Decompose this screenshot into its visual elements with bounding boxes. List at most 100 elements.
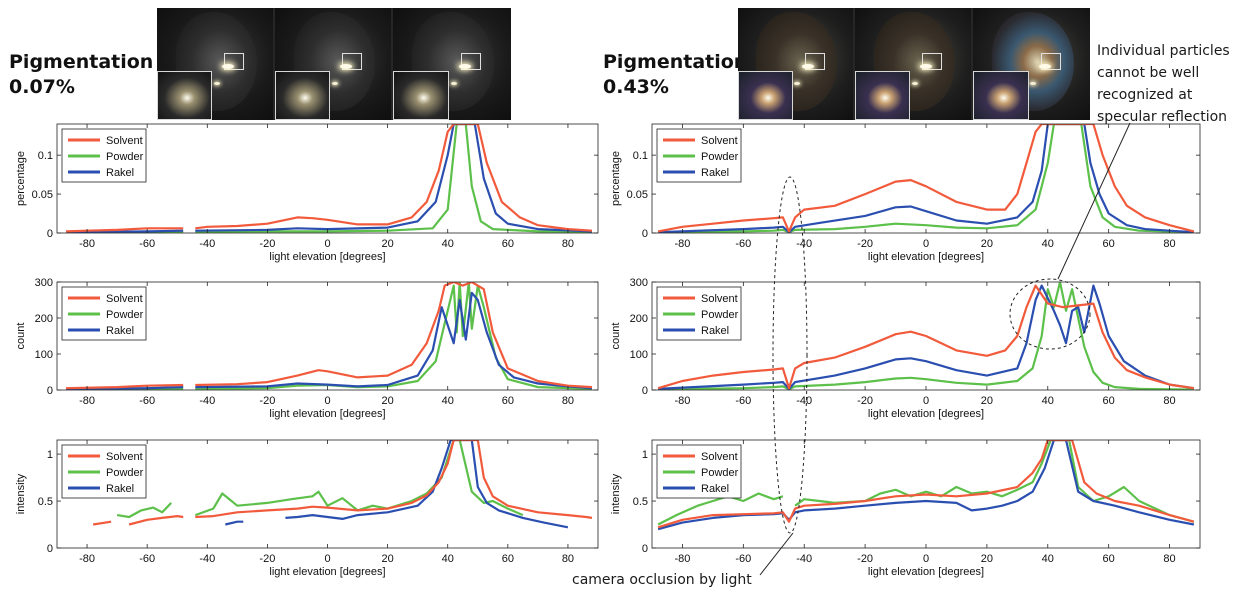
- series-line-powder: [658, 124, 1194, 233]
- y-tick-label: 200: [35, 313, 53, 325]
- x-tick-label: 40: [442, 238, 454, 250]
- chart-percentage-left: -80 -60 -40 -20 0 20 40 60 80 0 0.05 0.1 light eleva…: [15, 123, 599, 263]
- y-tick-label: 300: [35, 277, 53, 289]
- x-tick-label: 80: [562, 395, 574, 407]
- y-axis-label: percentage: [610, 151, 622, 206]
- legend-label-rakel: Rakel: [701, 325, 729, 337]
- chart-count-right: -80 -60 -40 -20 0 20 40 60 80 0 100 200 300 light ele…: [610, 277, 1201, 420]
- y-tick-label: 300: [630, 277, 648, 289]
- x-tick-label: -20: [259, 553, 275, 565]
- panel-title-left: Pigmentation 0.07%: [9, 51, 154, 98]
- series-line-rakel: [225, 440, 569, 529]
- x-tick-label: -60: [139, 238, 155, 250]
- x-tick-label: 40: [442, 553, 454, 565]
- x-tick-label: 20: [381, 395, 393, 407]
- y-tick-label: 0: [642, 228, 648, 240]
- x-tick-label: 40: [1042, 395, 1054, 407]
- x-tick-label: 0: [324, 238, 330, 250]
- x-tick-label: 60: [1103, 395, 1115, 407]
- x-axis-label: light elevation [degrees]: [269, 408, 385, 420]
- render-thumbnail: [393, 8, 511, 120]
- legend-label-powder: Powder: [701, 151, 739, 163]
- y-tick-label: 0.05: [627, 189, 648, 201]
- y-tick-label: 0: [47, 385, 53, 397]
- x-tick-label: -40: [199, 395, 215, 407]
- x-tick-label: 60: [502, 238, 514, 250]
- chart-intensity-left: -80 -60 -40 -20 0 20 40 60 80 0 0.5 1 light elevatio…: [15, 439, 599, 578]
- x-tick-label: -40: [796, 395, 812, 407]
- legend-label-rakel: Rakel: [106, 483, 134, 495]
- render-thumbnail: [275, 8, 391, 120]
- x-tick-label: -80: [674, 238, 690, 250]
- x-axis-label: light elevation [degrees]: [868, 408, 984, 420]
- x-tick-label: -20: [857, 238, 873, 250]
- y-tick-label: 0.1: [38, 150, 53, 162]
- zoom-inset: [157, 70, 213, 120]
- legend-label-rakel: Rakel: [106, 325, 134, 337]
- series-line-solvent: [657, 124, 1195, 233]
- render-thumbnail: [855, 8, 971, 120]
- occlusion-ellipse: [772, 176, 808, 534]
- x-tick-label: -60: [735, 238, 751, 250]
- y-tick-label: 200: [630, 313, 648, 325]
- x-tick-label: 60: [1103, 553, 1115, 565]
- render-thumbnail: [738, 8, 853, 120]
- y-tick-label: 0: [642, 385, 648, 397]
- x-tick-label: 60: [502, 395, 514, 407]
- x-axis-label: light elevation [degrees]: [868, 251, 984, 263]
- specular-annotation: Individual particles cannot be well reco…: [1097, 43, 1230, 125]
- x-tick-label: 80: [1163, 238, 1175, 250]
- x-tick-label: 20: [981, 553, 993, 565]
- x-tick-label: -60: [735, 553, 751, 565]
- x-tick-label: 40: [1042, 238, 1054, 250]
- x-tick-label: 20: [981, 395, 993, 407]
- y-tick-label: 100: [630, 349, 648, 361]
- y-tick-label: 0.1: [633, 150, 648, 162]
- x-tick-label: -60: [139, 395, 155, 407]
- legend-label-solvent: Solvent: [106, 293, 143, 305]
- series-line-solvent: [657, 284, 1195, 390]
- x-tick-label: -80: [79, 553, 95, 565]
- x-tick-label: -80: [79, 395, 95, 407]
- series-line-solvent: [92, 440, 593, 526]
- x-tick-label: -20: [259, 395, 275, 407]
- x-tick-label: -40: [199, 238, 215, 250]
- x-axis-label: light elevation [degrees]: [269, 566, 385, 578]
- x-axis-label: light elevation [degrees]: [269, 251, 385, 263]
- x-tick-label: 20: [381, 553, 393, 565]
- legend-label-solvent: Solvent: [701, 293, 738, 305]
- specular-ellipse: [1009, 278, 1091, 350]
- series-line-solvent: [65, 282, 593, 390]
- y-axis-label: intensity: [610, 473, 622, 514]
- occlusion-pointer: [759, 532, 794, 576]
- x-tick-label: 60: [1103, 238, 1115, 250]
- series-line-solvent: [657, 440, 1195, 529]
- series-line-powder: [658, 282, 1194, 390]
- legend-label-powder: Powder: [106, 151, 144, 163]
- x-tick-label: 0: [324, 553, 330, 565]
- render-thumbnails-right: [738, 8, 1090, 120]
- x-tick-label: 60: [502, 553, 514, 565]
- y-axis-label: intensity: [15, 473, 27, 514]
- x-tick-label: -40: [796, 553, 812, 565]
- panel-title-right: Pigmentation 0.43%: [603, 51, 748, 98]
- x-tick-label: 20: [381, 238, 393, 250]
- y-tick-label: 0: [642, 543, 648, 555]
- legend-label-powder: Powder: [106, 467, 144, 479]
- chart-percentage-right: -80 -60 -40 -20 0 20 40 60 80 0 0.05 0.1 light eleva…: [610, 123, 1201, 263]
- series-line-solvent: [65, 124, 593, 233]
- x-tick-label: -20: [857, 553, 873, 565]
- x-tick-label: 80: [562, 553, 574, 565]
- render-thumbnail: [973, 8, 1090, 120]
- chart-intensity-right: -80 -60 -40 -20 0 20 40 60 80 0 0.5 1 light elevatio…: [610, 439, 1201, 578]
- render-thumbnails-left: [157, 8, 511, 120]
- x-tick-label: 40: [442, 395, 454, 407]
- y-tick-label: 0: [47, 228, 53, 240]
- x-tick-label: -80: [674, 553, 690, 565]
- x-tick-label: -40: [796, 238, 812, 250]
- x-tick-label: 0: [923, 238, 929, 250]
- y-tick-label: 0.05: [32, 189, 53, 201]
- x-tick-label: 80: [562, 238, 574, 250]
- legend-label-rakel: Rakel: [106, 167, 134, 179]
